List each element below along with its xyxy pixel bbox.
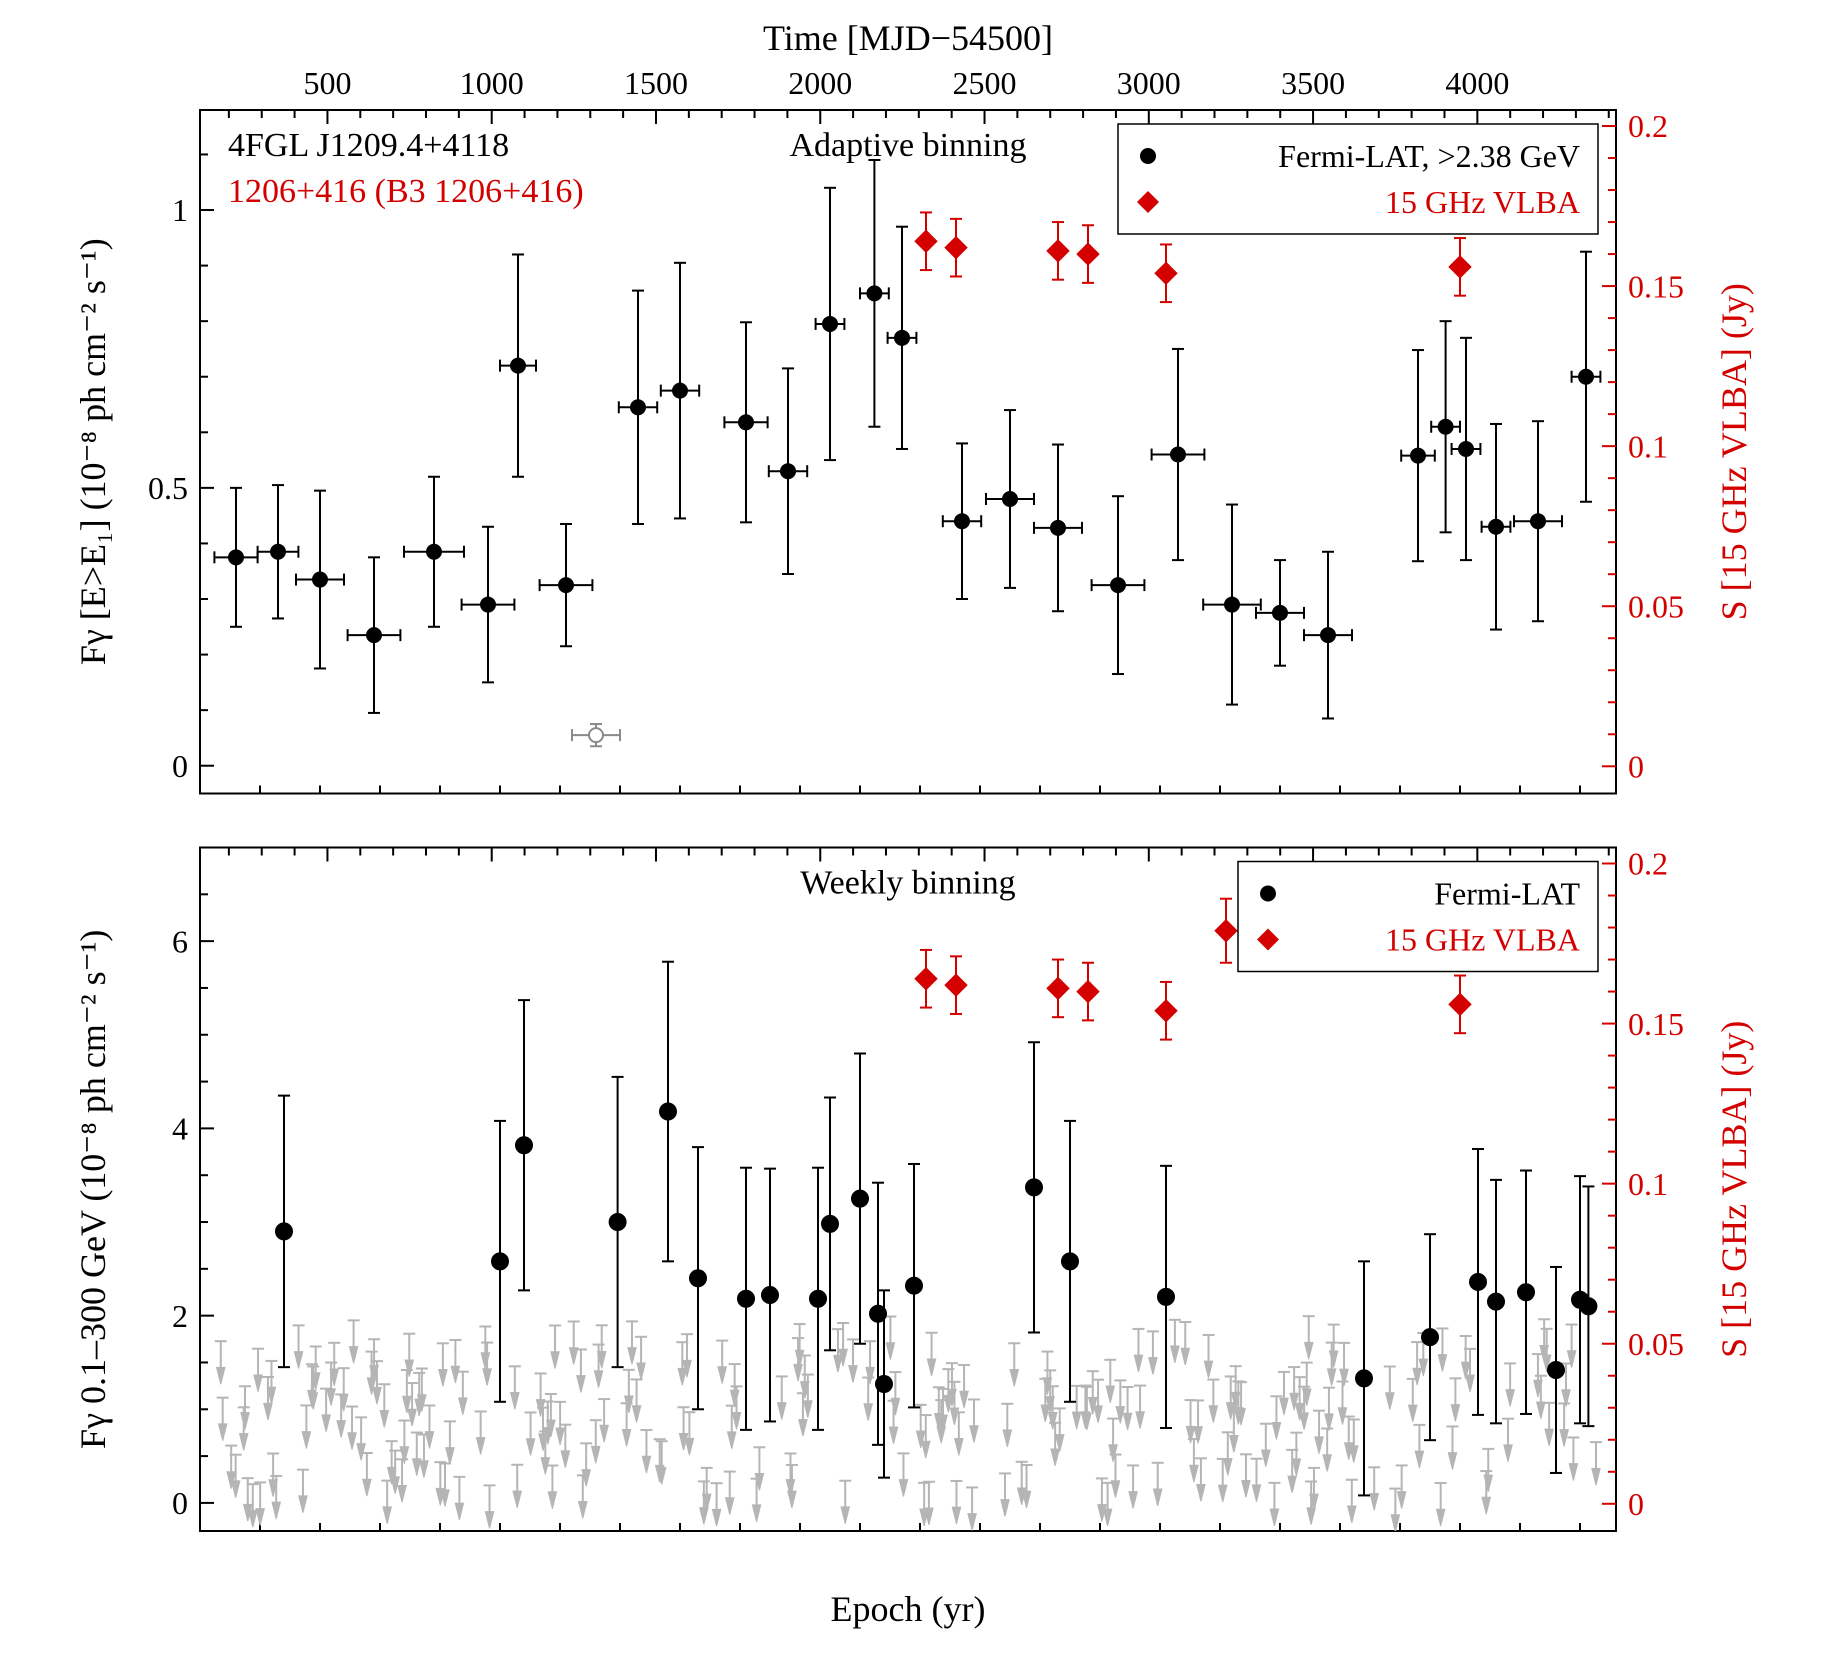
xtick-mjd: 1000 — [460, 65, 524, 101]
xtick-mjd: 500 — [303, 65, 351, 101]
source-b3-label: 1206+416 (B3 1206+416) — [228, 173, 584, 210]
xtick-mjd: 2000 — [788, 65, 852, 101]
xtick-mjd: 4000 — [1445, 65, 1509, 101]
xtick-mjd: 2500 — [953, 65, 1017, 101]
ytick-left: 0 — [172, 1485, 188, 1521]
legend-item: Fermi‑LAT, >2.38 GeV — [1278, 138, 1580, 174]
ytick-right: 0.15 — [1628, 1006, 1684, 1042]
ytick-left: 2 — [172, 1298, 188, 1334]
ytick-right: 0.1 — [1628, 1166, 1668, 1202]
ytick-left: 4 — [172, 1111, 188, 1147]
top-data — [214, 158, 1600, 746]
ytick-right: 0.05 — [1628, 588, 1684, 624]
xtick-mjd: 3500 — [1281, 65, 1345, 101]
bottom-binning-title: Weekly binning — [800, 865, 1015, 902]
ytick-right: 0 — [1628, 748, 1644, 784]
xtick-mjd: 1500 — [624, 65, 688, 101]
ytick-right: 0.2 — [1628, 846, 1668, 882]
ytick-right: 0.2 — [1628, 108, 1668, 144]
ytick-left: 0.5 — [148, 470, 188, 506]
ytick-right: 0.1 — [1628, 428, 1668, 464]
source-4fgl-label: 4FGL J1209.4+4118 — [228, 127, 509, 164]
ytick-left: 1 — [172, 192, 188, 228]
legend-item: 15 GHz VLBA — [1385, 184, 1580, 220]
ytick-left: 6 — [172, 923, 188, 959]
xlabel-epoch: Epoch (yr) — [831, 1589, 986, 1629]
legend-item: Fermi‑LAT — [1434, 876, 1580, 912]
ytick-right: 0.15 — [1628, 268, 1684, 304]
legend-item: 15 GHz VLBA — [1385, 922, 1580, 958]
ylabel-left-bottom: Fγ 0.1–300 GeV (10⁻⁸ ph cm⁻² s⁻¹) — [73, 930, 113, 1449]
ylabel-right-top: S [15 GHz VLBA] (Jy) — [1714, 283, 1754, 620]
ylabel-left-top: Fγ [E>E₁] (10⁻⁸ ph cm⁻² s⁻¹) — [73, 238, 113, 665]
top-binning-title: Adaptive binning — [789, 127, 1026, 164]
ytick-right: 0 — [1628, 1486, 1644, 1522]
xlabel-mjd: Time [MJD−54500] — [763, 18, 1053, 58]
ylabel-right-bottom: S [15 GHz VLBA] (Jy) — [1714, 1021, 1754, 1358]
bottom-data — [215, 896, 1602, 1532]
ytick-left: 0 — [172, 748, 188, 784]
xtick-mjd: 3000 — [1117, 65, 1181, 101]
ytick-right: 0.05 — [1628, 1326, 1684, 1362]
